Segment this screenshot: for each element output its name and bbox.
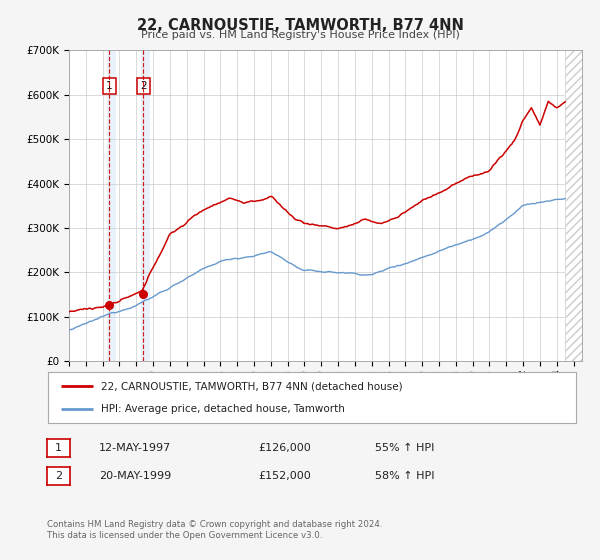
Text: 22, CARNOUSTIE, TAMWORTH, B77 4NN: 22, CARNOUSTIE, TAMWORTH, B77 4NN (137, 18, 463, 33)
Bar (565, 50, 582, 361)
Text: This data is licensed under the Open Government Licence v3.0.: This data is licensed under the Open Gov… (47, 531, 322, 540)
Text: 58% ↑ HPI: 58% ↑ HPI (375, 471, 434, 481)
Text: 1: 1 (55, 443, 62, 453)
Text: 12-MAY-1997: 12-MAY-1997 (99, 443, 171, 453)
Text: Price paid vs. HM Land Registry's House Price Index (HPI): Price paid vs. HM Land Registry's House … (140, 30, 460, 40)
Bar (565, 50, 582, 361)
Text: £152,000: £152,000 (258, 471, 311, 481)
Text: 2: 2 (140, 81, 147, 91)
Text: 20-MAY-1999: 20-MAY-1999 (99, 471, 171, 481)
Text: £126,000: £126,000 (258, 443, 311, 453)
Text: 1: 1 (106, 81, 113, 91)
Text: Contains HM Land Registry data © Crown copyright and database right 2024.: Contains HM Land Registry data © Crown c… (47, 520, 382, 529)
Text: HPI: Average price, detached house, Tamworth: HPI: Average price, detached house, Tamw… (101, 404, 344, 414)
Bar (107, 50, 116, 361)
Text: 2: 2 (55, 471, 62, 481)
Bar (140, 50, 150, 361)
Text: 55% ↑ HPI: 55% ↑ HPI (375, 443, 434, 453)
Text: 22, CARNOUSTIE, TAMWORTH, B77 4NN (detached house): 22, CARNOUSTIE, TAMWORTH, B77 4NN (detac… (101, 381, 403, 391)
